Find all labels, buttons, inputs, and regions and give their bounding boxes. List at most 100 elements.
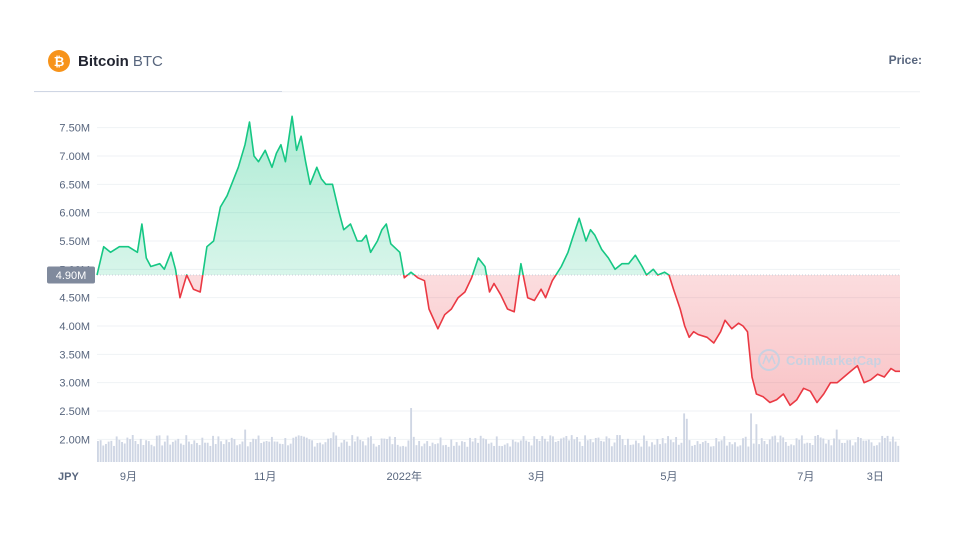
volume-bar — [643, 435, 645, 462]
volume-bar — [744, 436, 747, 462]
volume-bar — [238, 444, 241, 462]
volume-bar — [351, 435, 354, 462]
current-value-label-text: 4.90M — [56, 270, 87, 282]
volume-bar — [348, 445, 351, 462]
volume-bar — [327, 438, 330, 462]
volume-bar — [557, 440, 560, 462]
volume-bar — [287, 445, 289, 462]
volume-bar — [230, 437, 233, 462]
volume-bar — [568, 440, 570, 462]
volume-bar — [822, 438, 825, 462]
volume-bar — [522, 436, 525, 462]
volume-bar — [455, 442, 458, 462]
volume-bar — [546, 441, 549, 462]
volume-bar — [597, 437, 600, 462]
volume-bar — [699, 443, 702, 462]
volume-bar — [436, 443, 439, 462]
volume-bar — [535, 439, 538, 462]
volume-bar — [592, 442, 595, 462]
volume-bar — [185, 435, 188, 462]
volume-bar — [426, 441, 429, 462]
volume-bar — [137, 444, 140, 462]
volume-bar — [870, 442, 873, 462]
volume-bar — [541, 436, 544, 462]
volume-bar — [661, 438, 664, 462]
volume-bar — [268, 441, 271, 462]
volume-bar — [817, 435, 819, 462]
volume-bar — [782, 437, 785, 462]
volume-bar — [600, 440, 603, 462]
volume-bar — [388, 436, 391, 462]
volume-bar — [236, 445, 239, 462]
volume-bar — [506, 443, 509, 462]
price-line-down — [97, 275, 900, 407]
volume-bar — [204, 442, 206, 462]
volume-bar — [672, 442, 675, 462]
volume-bar — [289, 443, 292, 462]
volume-bar — [452, 445, 455, 462]
volume-bar — [134, 440, 137, 462]
volume-bar — [335, 435, 338, 462]
volume-bar — [768, 439, 771, 462]
volume-bar — [586, 440, 589, 462]
volume-bar — [493, 445, 496, 462]
volume-bar — [212, 435, 214, 462]
volume-bar — [602, 441, 605, 462]
volume-bar — [155, 435, 158, 462]
volume-bar — [279, 443, 281, 462]
volume-bar — [533, 436, 536, 462]
volume-bar — [490, 442, 493, 462]
volume-bar — [728, 442, 731, 462]
volume-bar — [792, 445, 795, 462]
volume-bar — [629, 444, 632, 462]
volume-bar — [624, 445, 627, 462]
volume-bar — [667, 436, 670, 462]
volume-bar — [519, 440, 522, 462]
volume-bar — [830, 445, 833, 462]
volume-bar — [337, 446, 340, 462]
volume-bar — [262, 441, 265, 462]
volume-bar — [696, 441, 699, 462]
volume-bar — [487, 443, 490, 462]
volume-bar — [659, 444, 661, 462]
volume-bar — [174, 440, 177, 462]
volume-bar — [386, 439, 388, 462]
volume-bar — [527, 441, 530, 462]
header-divider — [34, 91, 920, 93]
volume-bar — [758, 444, 761, 462]
volume-bar — [102, 445, 105, 462]
volume-bar — [364, 445, 367, 462]
volume-bar — [806, 442, 809, 462]
price-area — [97, 116, 900, 406]
volume-bar — [461, 441, 463, 462]
volume-bar — [736, 446, 739, 462]
y-tick-label: 3.50M — [59, 349, 90, 361]
x-tick-label: 3月 — [528, 471, 545, 483]
volume-bar — [404, 446, 407, 462]
y-tick-label: 7.50M — [59, 123, 90, 135]
volume-bar — [766, 444, 769, 462]
volume-bar — [881, 435, 884, 462]
volume-bar — [308, 439, 311, 462]
volume-bar — [894, 441, 897, 462]
volume-bar — [276, 441, 279, 462]
volume-bar — [182, 444, 185, 462]
volume-bar — [680, 442, 683, 462]
volume-bar — [249, 441, 252, 462]
volume-bar — [169, 444, 172, 462]
volume-bar — [254, 439, 257, 462]
volume-bar — [110, 440, 113, 462]
volume-bar — [808, 443, 811, 462]
volume-bar — [635, 440, 637, 462]
volume-bar — [201, 437, 204, 462]
volume-bar — [434, 444, 437, 462]
volume-bar — [241, 441, 244, 462]
volume-bar — [166, 435, 169, 462]
volume-bars — [97, 408, 900, 462]
volume-bar — [616, 435, 619, 462]
volume-bar — [669, 439, 672, 462]
volume-bar — [477, 442, 479, 462]
volume-bar — [412, 436, 415, 462]
y-tick-label: 6.50M — [59, 179, 90, 191]
